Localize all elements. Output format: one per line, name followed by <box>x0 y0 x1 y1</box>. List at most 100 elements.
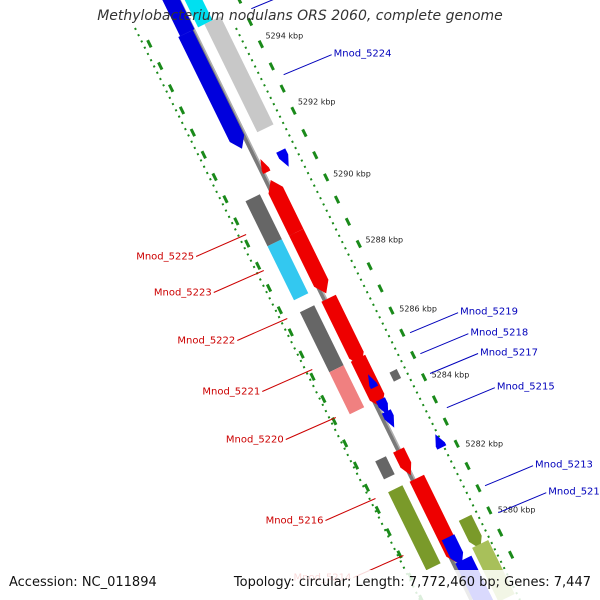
tick-mark <box>352 461 360 470</box>
tick-marks <box>146 0 515 600</box>
tick-mark <box>497 528 504 537</box>
leader-line <box>484 465 534 487</box>
gene-feature[interactable] <box>299 305 344 373</box>
kbp-label: 5286 kbp <box>399 304 437 313</box>
gene-label-red[interactable]: Mnod_5223 <box>154 287 212 298</box>
gene-feature[interactable] <box>268 180 304 236</box>
inner-scale-track <box>134 27 421 600</box>
leader-line <box>498 492 547 514</box>
gene-label-blue[interactable]: Mnod_5218 <box>470 328 528 339</box>
tick-mark <box>309 372 316 382</box>
leader-line <box>325 498 376 521</box>
tick-mark <box>377 284 384 293</box>
leader-line <box>409 312 459 334</box>
outer-scale-track <box>235 27 521 600</box>
tick-mark <box>268 62 275 71</box>
gene-feature[interactable] <box>388 485 441 571</box>
tick-mark <box>301 128 308 138</box>
tick-mark <box>312 150 319 160</box>
gene-feature[interactable] <box>204 16 274 133</box>
gene-feature[interactable] <box>393 447 412 476</box>
leader-line <box>213 270 264 293</box>
gene-label-blue[interactable]: Mnod_5219 <box>460 307 518 318</box>
gene-label-red[interactable]: Mnod_5220 <box>226 434 284 445</box>
tick-mark <box>486 506 493 515</box>
kbp-labels: 5294 kbp 5292 kbp 5290 kbp 5288 kbp 5286 kbp… <box>265 31 535 514</box>
kbp-label: 5292 kbp <box>298 97 336 106</box>
kbp-label: 5290 kbp <box>333 169 371 178</box>
tick-mark <box>475 483 482 493</box>
tick-mark <box>178 106 186 115</box>
gene-feature[interactable] <box>368 374 379 390</box>
tick-mark <box>287 328 294 337</box>
kbp-label: 5288 kbp <box>365 235 403 244</box>
tick-mark <box>157 61 164 71</box>
tick-mark <box>420 372 428 382</box>
tick-mark <box>279 84 286 93</box>
tick-mark <box>167 83 175 93</box>
tick-mark <box>453 439 460 449</box>
gene-feature[interactable] <box>267 239 309 301</box>
gene-label-red[interactable]: Mnod_5225 <box>136 251 194 262</box>
kbp-label: 5282 kbp <box>465 439 503 448</box>
tick-mark <box>323 173 330 182</box>
gene-feature[interactable] <box>350 354 385 408</box>
gene-feature[interactable] <box>375 397 389 416</box>
tick-mark <box>388 306 395 315</box>
gene-feature[interactable] <box>441 534 464 566</box>
gene-label-blue[interactable]: Mnod_5217 <box>480 348 538 359</box>
gene-feature[interactable] <box>381 409 395 428</box>
gene-feature[interactable] <box>160 0 195 37</box>
gene-feature[interactable] <box>245 194 282 247</box>
tick-mark <box>298 350 305 359</box>
tick-mark <box>431 395 439 404</box>
gene-feature[interactable] <box>435 434 447 450</box>
tick-mark <box>374 505 381 515</box>
gene-features <box>160 0 515 600</box>
leader-line <box>420 333 469 355</box>
leader-line <box>429 353 479 374</box>
tick-mark <box>244 239 251 248</box>
gene-label-blue[interactable]: Mnod_5212 <box>548 487 600 498</box>
leader-line <box>446 387 496 409</box>
tick-mark <box>333 195 341 204</box>
gene-feature[interactable] <box>178 30 245 149</box>
tick-mark <box>399 328 406 338</box>
gene-feature[interactable] <box>276 148 289 167</box>
gene-label-red[interactable]: Mnod_5222 <box>177 335 235 346</box>
gene-feature[interactable] <box>289 228 329 294</box>
tick-mark <box>189 128 196 137</box>
gene-feature[interactable] <box>260 159 271 174</box>
gene-feature[interactable] <box>375 456 395 480</box>
gene-label-blue[interactable]: Mnod_5215 <box>497 382 555 393</box>
gene-feature[interactable] <box>329 365 365 415</box>
gene-label-red[interactable]: Mnod_5216 <box>266 515 324 526</box>
gene-feature[interactable] <box>389 369 402 382</box>
tick-mark <box>410 350 417 360</box>
tick-mark <box>265 283 273 293</box>
leader-line <box>237 318 288 341</box>
gene-feature[interactable] <box>178 0 213 28</box>
leader-line <box>262 369 313 392</box>
tick-mark <box>276 305 283 315</box>
gene-label-red[interactable]: Mnod_5221 <box>202 386 260 397</box>
leader-line <box>195 234 247 257</box>
footer-background <box>0 570 600 600</box>
tick-mark <box>442 417 449 426</box>
map-title: Methylobacterium nodulans ORS 2060, comp… <box>97 8 503 24</box>
leader-line <box>251 0 274 10</box>
leader-line <box>283 54 332 76</box>
gene-label-blue[interactable]: Mnod_5213 <box>535 460 593 471</box>
gene-feature[interactable] <box>458 514 482 549</box>
kbp-label: 5294 kbp <box>265 31 303 40</box>
tick-mark <box>233 217 240 226</box>
gene-feature[interactable] <box>321 294 364 366</box>
tick-mark <box>146 39 153 49</box>
tick-mark <box>385 527 392 537</box>
tick-mark <box>255 261 262 271</box>
tick-mark <box>246 17 254 27</box>
tick-mark <box>237 0 243 5</box>
kbp-label: 5284 kbp <box>432 370 470 379</box>
gene-label-blue[interactable]: Mnod_5224 <box>334 49 392 60</box>
